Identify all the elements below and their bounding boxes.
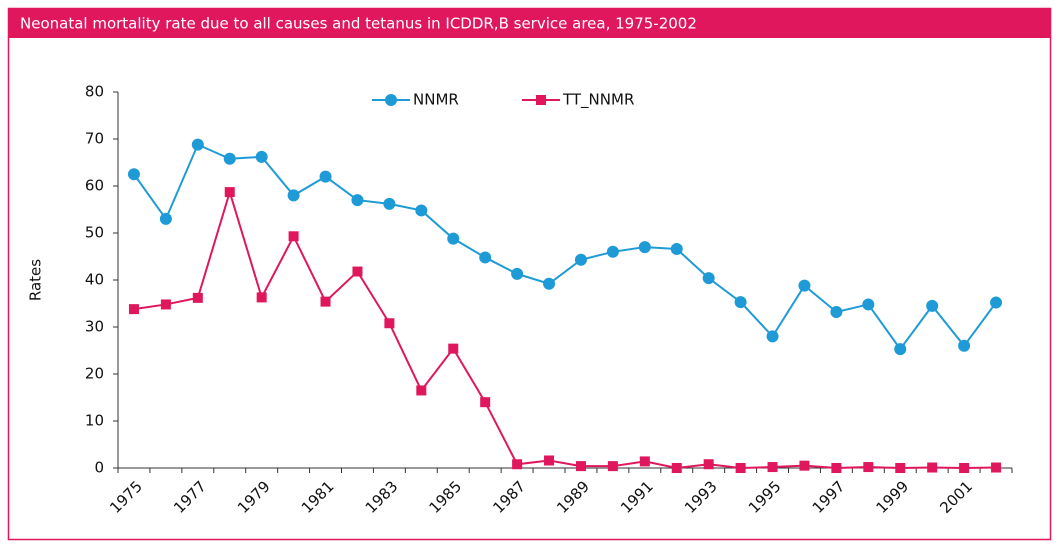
data-point bbox=[543, 277, 556, 290]
y-axis-label: Rates bbox=[27, 259, 45, 301]
data-point bbox=[224, 187, 235, 198]
legend-marker bbox=[536, 95, 546, 105]
data-point bbox=[319, 170, 332, 183]
data-point bbox=[159, 212, 172, 225]
data-point bbox=[574, 253, 587, 266]
data-point bbox=[416, 385, 427, 396]
data-point bbox=[607, 461, 618, 472]
data-point bbox=[415, 204, 428, 217]
data-point bbox=[702, 272, 715, 285]
y-tick-label: 50 bbox=[85, 224, 104, 242]
data-point bbox=[703, 459, 714, 470]
data-point bbox=[895, 463, 906, 473]
y-tick-label: 60 bbox=[85, 177, 104, 195]
data-point bbox=[639, 456, 650, 467]
y-tick-label: 80 bbox=[85, 83, 104, 101]
data-point bbox=[990, 296, 1003, 309]
data-point bbox=[863, 462, 874, 473]
data-point bbox=[288, 231, 299, 242]
data-point bbox=[638, 241, 651, 254]
y-tick-label: 30 bbox=[85, 318, 104, 336]
data-point bbox=[479, 251, 492, 264]
data-point bbox=[351, 194, 364, 207]
data-point bbox=[544, 455, 555, 466]
data-point bbox=[160, 299, 171, 310]
data-point bbox=[735, 463, 746, 473]
data-point bbox=[255, 150, 268, 163]
data-point bbox=[383, 197, 396, 210]
legend-label: NNMR bbox=[413, 91, 459, 109]
series-line bbox=[133, 143, 997, 351]
data-point bbox=[511, 267, 524, 280]
data-point bbox=[734, 296, 747, 309]
data-point bbox=[128, 304, 139, 315]
data-point bbox=[512, 459, 523, 470]
data-point bbox=[448, 343, 459, 354]
data-point bbox=[192, 292, 203, 303]
data-point bbox=[799, 460, 810, 471]
data-point bbox=[958, 339, 971, 352]
frame bbox=[7, 7, 1052, 541]
data-point bbox=[798, 279, 811, 292]
y-tick-label: 20 bbox=[85, 365, 104, 383]
data-point bbox=[575, 461, 586, 472]
data-point bbox=[894, 343, 907, 356]
legend-label: TT_NNMR bbox=[562, 91, 634, 110]
y-tick-label: 10 bbox=[85, 412, 104, 430]
data-point bbox=[670, 242, 683, 255]
data-point bbox=[767, 462, 778, 473]
data-point bbox=[223, 152, 236, 165]
chart-title: Neonatal mortality rate due to all cause… bbox=[20, 15, 697, 33]
data-point bbox=[991, 462, 1002, 473]
data-point bbox=[831, 463, 842, 473]
data-point bbox=[926, 299, 939, 312]
data-point bbox=[766, 330, 779, 343]
data-point bbox=[830, 305, 843, 318]
data-point bbox=[320, 296, 331, 307]
legend-marker bbox=[385, 94, 397, 106]
y-tick-label: 0 bbox=[94, 459, 104, 477]
data-point bbox=[447, 232, 460, 245]
data-point bbox=[127, 168, 140, 181]
data-point bbox=[287, 189, 300, 202]
y-tick-label: 70 bbox=[85, 130, 104, 148]
title-bar bbox=[8, 8, 1051, 38]
data-point bbox=[384, 318, 395, 329]
data-point bbox=[927, 462, 938, 473]
series-line bbox=[133, 188, 997, 470]
data-point bbox=[959, 463, 970, 473]
data-point bbox=[191, 138, 204, 151]
data-point bbox=[352, 266, 363, 277]
data-point bbox=[671, 463, 682, 473]
data-point bbox=[480, 397, 491, 408]
data-point bbox=[862, 298, 875, 311]
data-point bbox=[606, 245, 619, 258]
data-point bbox=[256, 292, 267, 303]
y-tick-label: 40 bbox=[85, 271, 104, 289]
